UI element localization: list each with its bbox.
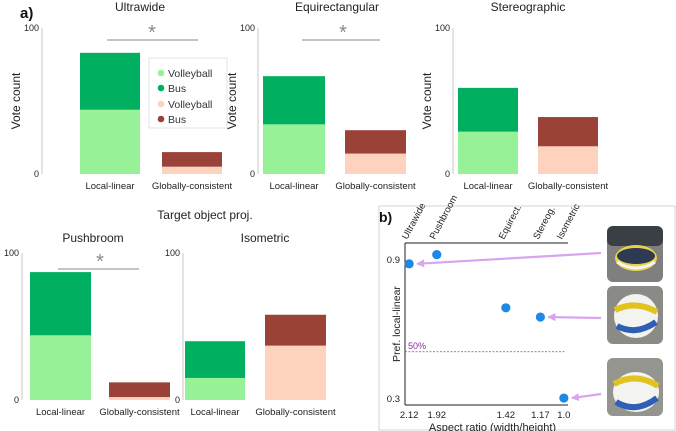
bar-local-linear-bus bbox=[263, 76, 325, 125]
y-tick-label: 100 bbox=[240, 23, 255, 33]
bar-chart-ultrawide: Ultrawide Vote count 0 100 Local-linear Globa… bbox=[9, 0, 232, 192]
bar-chart-isometric: Isometric 0 100 Local-linear Globally-consis… bbox=[165, 231, 336, 418]
thumbnail-volleyball-2 bbox=[607, 358, 663, 416]
annotation-arrow-2 bbox=[547, 313, 602, 322]
bar-charts-group: Ultrawide Vote count 0 100 Local-linear Globa… bbox=[0, 0, 608, 418]
y-axis-label: Pref. local-linear bbox=[391, 286, 403, 362]
legend-marker-global-volleyball bbox=[157, 100, 165, 108]
x-category-label: Globally-consistent bbox=[335, 181, 416, 192]
x-top-label: Isometric bbox=[555, 202, 583, 241]
x-tick-label: 2.12 bbox=[400, 410, 419, 421]
bar-globally-consistent-bus bbox=[345, 130, 406, 154]
y-tick-label: 0 bbox=[445, 169, 450, 179]
x-category-label: Globally-consistent bbox=[152, 181, 233, 192]
x-category-label: Globally-consistent bbox=[528, 181, 609, 192]
y-axis-label: Vote count bbox=[0, 297, 3, 354]
bar-globally-consistent-volleyball bbox=[345, 153, 406, 174]
x-tick-label: 1.42 bbox=[497, 410, 516, 421]
panel-a-label: a) bbox=[20, 5, 33, 22]
x-top-label: Equirect. bbox=[497, 203, 524, 241]
y-tick-label: 0 bbox=[175, 395, 180, 405]
panel-b-label: b) bbox=[379, 209, 392, 225]
x-category-label: Local-linear bbox=[463, 181, 512, 192]
scatter-point-equirect bbox=[501, 303, 511, 313]
bar-globally-consistent-bus bbox=[538, 117, 598, 147]
scatter-point-pushbroom bbox=[432, 249, 442, 260]
significance-star: * bbox=[148, 22, 156, 44]
bar-chart-pushbroom: Pushbroom Vote count 0 100 Local-linear Globa… bbox=[0, 231, 180, 418]
x-top-label: Pushbroom bbox=[428, 193, 461, 241]
bar-local-linear-volleyball bbox=[80, 109, 140, 174]
legend-marker-global-bus bbox=[157, 115, 165, 123]
y-tick-label: 0 bbox=[14, 395, 19, 405]
legend-label-global-bus: Bus bbox=[168, 114, 186, 126]
xaxis-group-title: Target object proj. bbox=[157, 208, 252, 222]
y-axis-label: Vote count bbox=[420, 72, 434, 129]
legend-label-local-volleyball: Volleyball bbox=[168, 68, 212, 80]
annotation-arrow-1 bbox=[416, 251, 602, 268]
thumbnail-bus bbox=[607, 226, 663, 282]
bar-local-linear-bus bbox=[458, 87, 518, 132]
scatter-plot: Pref. local-linear 0.3 0.9 50% 2.12 Ultrawide… bbox=[387, 193, 602, 431]
bar-globally-consistent-volleyball bbox=[162, 166, 222, 174]
bar-local-linear-volleyball bbox=[458, 131, 518, 174]
bar-local-linear-volleyball bbox=[263, 124, 325, 174]
bar-chart-stereographic: Stereographic Vote count 0 100 Local-linear G… bbox=[420, 0, 608, 192]
chart-title: Equirectangular bbox=[295, 0, 379, 14]
x-tick-label: 1.0 bbox=[557, 410, 570, 421]
x-category-label: Globally-consistent bbox=[99, 407, 180, 418]
y-tick-label: 100 bbox=[24, 23, 39, 33]
x-axis-label: Aspect ratio (width/height) bbox=[429, 422, 556, 431]
bar-globally-consistent-volleyball bbox=[538, 146, 598, 174]
chart-title: Pushbroom bbox=[62, 231, 123, 245]
legend-marker-local-volleyball bbox=[157, 69, 165, 77]
legend: Volleyball Bus Volleyball Bus bbox=[148, 57, 228, 129]
y-tick-label: 0 bbox=[34, 169, 39, 179]
x-tick-label: 1.92 bbox=[428, 410, 447, 421]
bar-local-linear-volleyball bbox=[30, 335, 91, 400]
bar-globally-consistent-volleyball bbox=[109, 397, 170, 400]
legend-label-global-volleyball: Volleyball bbox=[168, 99, 212, 111]
bar-local-linear-bus bbox=[30, 272, 91, 336]
significance-star: * bbox=[96, 251, 104, 273]
y-tick-label: 100 bbox=[4, 248, 19, 258]
x-category-label: Local-linear bbox=[269, 181, 318, 192]
x-category-label: Local-linear bbox=[36, 407, 85, 418]
bar-local-linear-volleyball bbox=[185, 377, 245, 400]
bar-globally-consistent-volleyball bbox=[265, 345, 326, 400]
x-category-label: Globally-consistent bbox=[255, 407, 336, 418]
legend-label-local-bus: Bus bbox=[168, 83, 186, 95]
bar-globally-consistent-bus bbox=[162, 152, 222, 167]
y-axis-label: Vote count bbox=[225, 72, 239, 129]
y-tick-label: 0.9 bbox=[387, 255, 400, 266]
bar-local-linear-bus bbox=[80, 52, 140, 110]
y-tick-label: 100 bbox=[165, 248, 180, 258]
reference-line-label: 50% bbox=[408, 341, 426, 351]
chart-title: Ultrawide bbox=[115, 0, 165, 14]
y-tick-label: 0.3 bbox=[387, 394, 400, 405]
annotation-arrow-3 bbox=[570, 392, 602, 402]
significance-star: * bbox=[339, 22, 347, 44]
y-tick-label: 0 bbox=[250, 169, 255, 179]
bar-globally-consistent-bus bbox=[109, 382, 170, 398]
panel-b-frame bbox=[378, 205, 676, 431]
chart-title: Stereographic bbox=[491, 0, 566, 14]
x-top-label: Ultrawide bbox=[400, 201, 428, 241]
scatter-point-isometric bbox=[559, 393, 569, 403]
x-tick-label: 1.17 bbox=[531, 410, 550, 421]
bar-local-linear-bus bbox=[185, 341, 245, 378]
y-axis-label: Vote count bbox=[9, 72, 23, 129]
x-category-label: Local-linear bbox=[190, 407, 239, 418]
chart-title: Isometric bbox=[241, 231, 290, 245]
bar-chart-equirectangular: Equirectangular Vote count 0 100 Local-linea… bbox=[225, 0, 416, 192]
scatter-point-stereog bbox=[535, 312, 545, 322]
x-category-label: Local-linear bbox=[85, 181, 134, 192]
thumbnail-volleyball-1 bbox=[607, 286, 663, 344]
scatter-point-ultrawide bbox=[404, 259, 414, 269]
bar-globally-consistent-bus bbox=[265, 314, 326, 346]
y-tick-label: 100 bbox=[435, 23, 450, 33]
legend-marker-local-bus bbox=[157, 84, 165, 92]
